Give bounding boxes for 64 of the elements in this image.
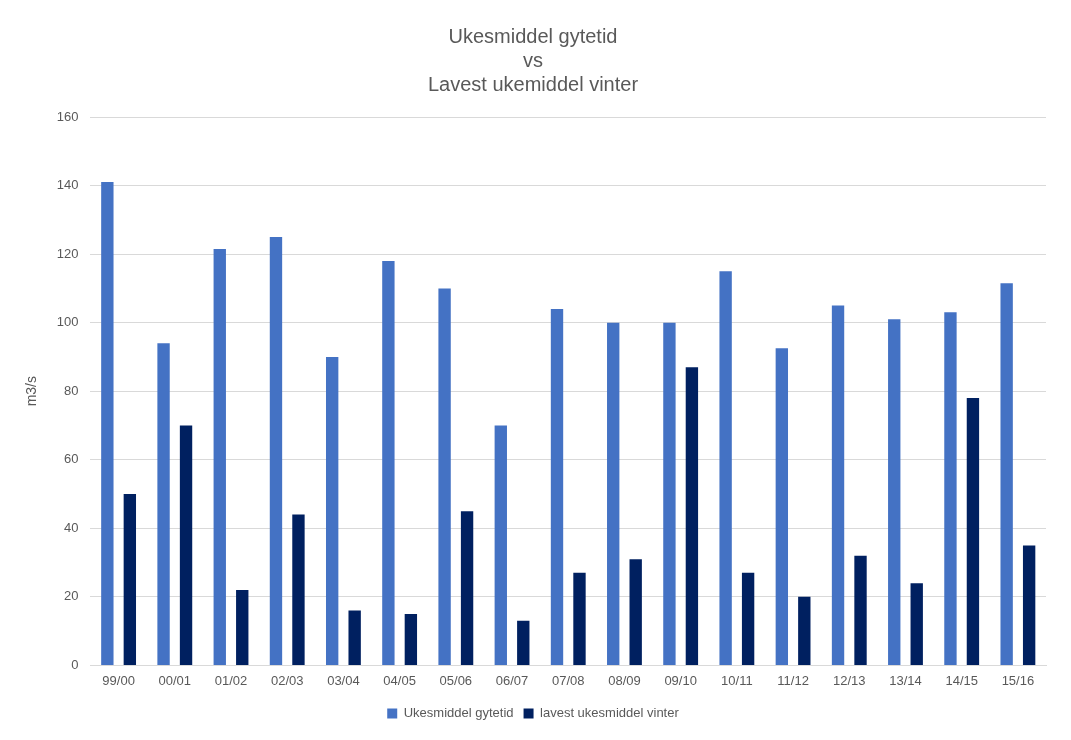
- bar: [663, 322, 676, 665]
- y-tick-label: 60: [64, 451, 79, 467]
- chart-title: Ukesmiddel gytetid vs Lavest ukemiddel vinter: [427, 24, 639, 95]
- x-tick-label: 00/01: [158, 672, 192, 688]
- y-tick-label: 40: [64, 519, 79, 535]
- x-tick-label: 11/12: [777, 672, 809, 688]
- bar: [382, 260, 395, 665]
- bar: [1000, 283, 1013, 665]
- bar: [292, 514, 305, 665]
- legend-label: lavest ukesmiddel vinter: [540, 705, 680, 721]
- bar: [101, 182, 114, 665]
- x-tick-label: 99/00: [102, 672, 135, 688]
- bar: [831, 305, 845, 665]
- bar: [775, 348, 789, 665]
- y-tick-label: 80: [64, 382, 79, 398]
- bar: [629, 559, 642, 665]
- x-tick-label: 06/07: [495, 672, 529, 688]
- x-tick-label: 07/08: [551, 672, 585, 688]
- y-axis-title: m3/s: [23, 376, 40, 407]
- x-tick-label: 08/09: [608, 672, 641, 688]
- bar: [326, 356, 339, 665]
- x-tick-label: 15/16: [1001, 672, 1035, 688]
- y-tick-label: 140: [56, 177, 79, 193]
- bar: [550, 308, 564, 665]
- bar: [404, 613, 418, 665]
- x-tick-label: 05/06: [439, 672, 473, 688]
- x-tick-label: 04/05: [383, 672, 416, 688]
- bar: [719, 271, 732, 665]
- bar: [607, 322, 620, 665]
- y-tick-label: 100: [56, 314, 79, 330]
- x-tick-label: 12/13: [833, 672, 866, 688]
- bar: [517, 620, 530, 665]
- bar: [236, 590, 249, 665]
- bar: [460, 511, 474, 665]
- bar: [179, 425, 193, 665]
- bar: [123, 494, 137, 665]
- y-tick-label: 120: [56, 245, 79, 261]
- bar: [157, 343, 170, 665]
- bar: [269, 236, 283, 665]
- bar: [438, 288, 451, 665]
- bar: [854, 555, 867, 665]
- bar: [798, 596, 811, 665]
- bar: [888, 319, 901, 665]
- x-tick-label: 02/03: [270, 672, 304, 688]
- x-tick-label: 10/11: [721, 672, 753, 688]
- y-tick-label: 20: [64, 588, 79, 604]
- bar: [910, 583, 923, 665]
- bar: [1022, 545, 1036, 665]
- bar: [494, 425, 507, 665]
- x-tick-label: 13/14: [889, 672, 922, 688]
- legend-label: Ukesmiddel gytetid: [403, 705, 514, 721]
- bar: [573, 572, 586, 665]
- x-tick-label: 09/10: [664, 672, 697, 688]
- bar: [685, 367, 699, 665]
- bar: [944, 312, 957, 665]
- y-tick-label: 0: [71, 656, 79, 672]
- x-tick-label: 01/02: [214, 672, 248, 688]
- x-tick-label: 14/15: [945, 672, 978, 688]
- bar: [966, 398, 980, 665]
- bar: [348, 610, 361, 665]
- y-tick-label: 160: [56, 108, 79, 124]
- x-tick-label: 03/04: [327, 672, 360, 688]
- bar: [741, 572, 755, 665]
- bar: [213, 248, 226, 665]
